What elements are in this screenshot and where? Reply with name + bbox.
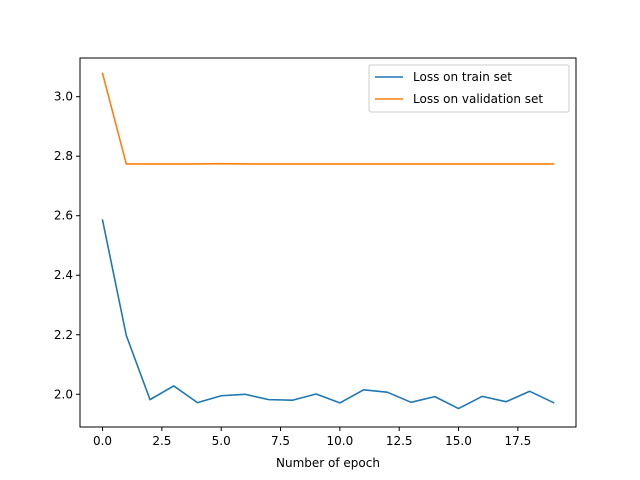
- series-line-validation: [101, 72, 555, 165]
- x-tick-label: 5.0: [212, 434, 231, 448]
- y-axis-ticks: 2.0 2.2 2.4 2.6 2.8 3.0: [54, 90, 80, 401]
- series-layer: [101, 72, 555, 410]
- series-line-train: [101, 219, 555, 410]
- y-tick-label: 2.4: [54, 268, 73, 282]
- x-tick-label: 0.0: [93, 434, 112, 448]
- x-tick-label: 17.5: [504, 434, 531, 448]
- x-tick-label: 7.5: [271, 434, 290, 448]
- y-tick-label: 3.0: [54, 90, 73, 104]
- x-axis-ticks: 0.0 2.5 5.0 7.5 10.0 12.5 15.0 17.5: [93, 427, 531, 448]
- plot-area: [80, 58, 576, 427]
- legend-label: Loss on train set: [413, 70, 512, 84]
- y-tick-label: 2.6: [54, 209, 73, 223]
- legend-label: Loss on validation set: [413, 92, 543, 106]
- y-tick-label: 2.2: [54, 328, 73, 342]
- x-axis-label: Number of epoch: [276, 456, 380, 470]
- y-tick-label: 2.0: [54, 387, 73, 401]
- legend: Loss on train set Loss on validation set: [368, 64, 570, 113]
- x-tick-label: 10.0: [327, 434, 354, 448]
- y-tick-label: 2.8: [54, 149, 73, 163]
- x-tick-label: 15.0: [445, 434, 472, 448]
- x-tick-label: 12.5: [386, 434, 413, 448]
- legend-box: [368, 64, 570, 113]
- plot-frame: [79, 57, 577, 428]
- x-tick-label: 2.5: [152, 434, 171, 448]
